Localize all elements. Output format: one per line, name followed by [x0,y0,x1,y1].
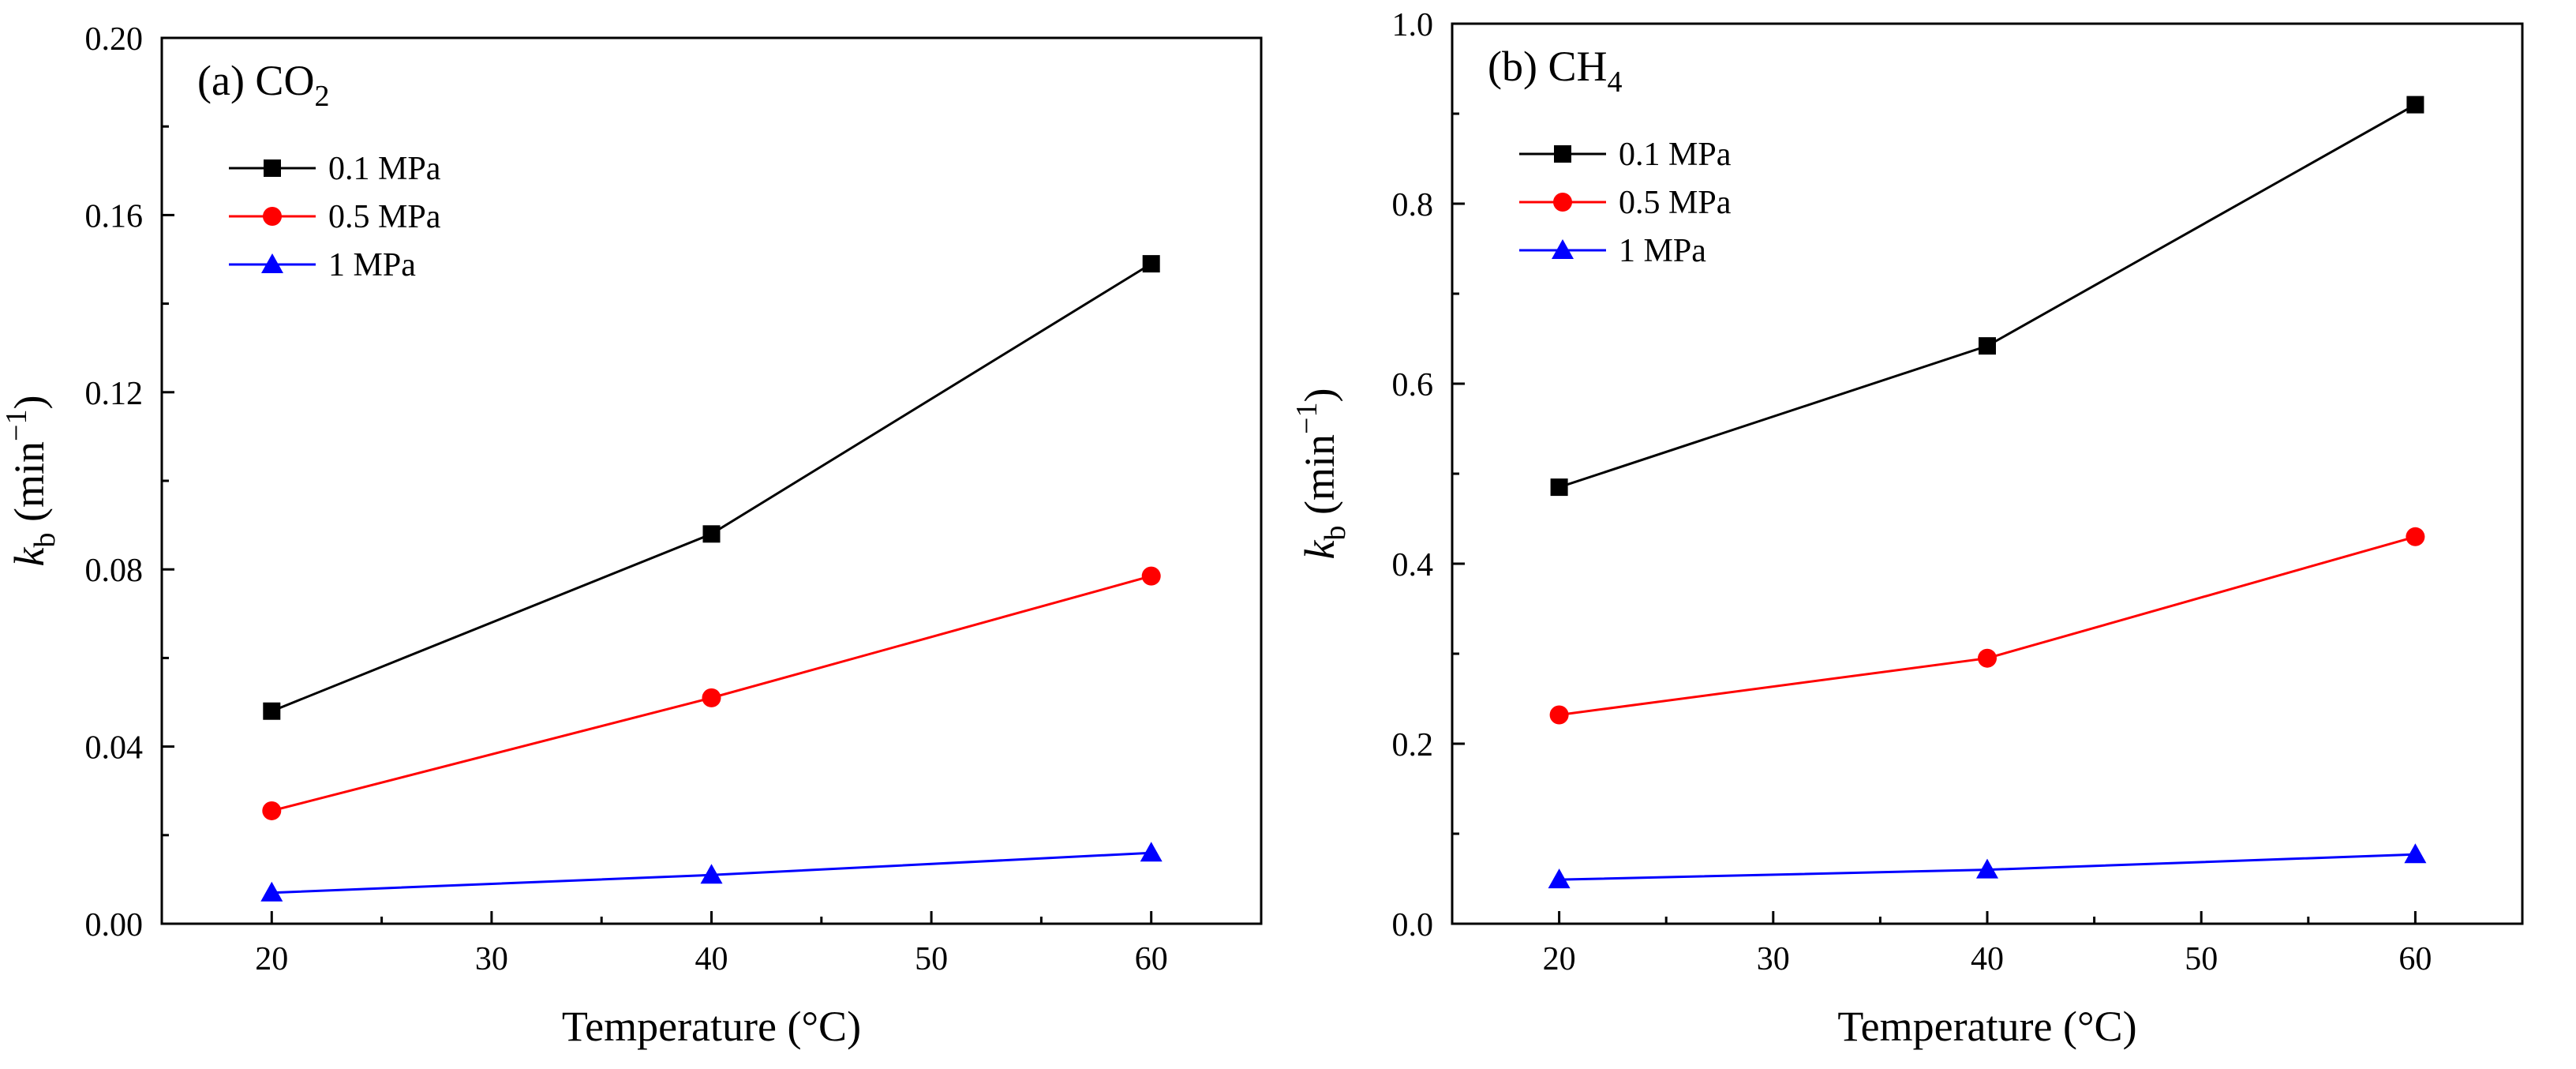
plot-frame [160,36,1263,925]
x-tick-label: 40 [1971,941,2004,977]
legend-label: 1 MPa [1619,233,1706,269]
legend-label: 0.5 MPa [1619,185,1732,221]
series-2 [260,842,1163,902]
data-point [2406,527,2425,546]
panel-label-subscript: 2 [314,80,329,113]
y-axis-title-close: ) [6,396,53,410]
x-tick-label: 20 [255,941,288,977]
panel-label-co2: (a) CO2 [197,57,329,113]
legend-item: 0.5 MPa [229,199,441,235]
y-axis-title-superscript: −1 [0,410,33,441]
x-tick-label: 30 [475,941,508,977]
y-tick-label: 1.0 [1392,7,1434,43]
data-point [263,702,281,720]
series-line [1559,535,2416,717]
legend-item: 0.1 MPa [1519,137,1732,173]
y-axis-title-unit: (min [1296,434,1343,526]
legend-marker [263,207,282,226]
legend-label: 1 MPa [328,247,416,283]
x-tick-label: 50 [915,941,948,977]
data-point [700,864,723,884]
data-point [1978,648,1997,668]
legend-label: 0.5 MPa [328,199,441,235]
data-point [702,688,721,707]
y-tick-label: 0.04 [85,730,144,767]
y-tick-label: 0.00 [85,907,144,943]
x-tick-label: 50 [2185,941,2218,977]
y-tick-label: 0.0 [1392,907,1434,943]
data-point [1549,705,1569,725]
y-axis-title-symbol: k [1296,539,1343,559]
legend-marker [1553,193,1572,212]
series-0 [1550,96,2424,497]
plot-frame [1451,22,2524,925]
y-axis-title: kb (min−1) [0,396,62,567]
legend-marker [261,253,283,273]
legend-item: 1 MPa [229,247,416,283]
panel-label-subscript: 4 [1607,66,1622,99]
data-point [1976,858,1998,879]
legend-marker [264,159,281,177]
series-line [271,262,1152,713]
y-axis-title-close: ) [1296,388,1343,403]
series-1 [1549,527,2425,725]
x-axis-title: Temperature (°C) [562,1003,861,1050]
y-tick-label: 0.12 [85,376,144,412]
legend-label: 0.1 MPa [328,151,441,187]
x-tick-label: 30 [1757,941,1790,977]
y-axis-title-superscript: −1 [1290,403,1324,434]
data-point [262,801,282,820]
panel-label-text: (a) CO [197,57,314,104]
series-1 [262,566,1161,820]
y-tick-label: 0.8 [1392,187,1434,223]
data-point [1142,255,1160,273]
data-point [702,525,721,543]
panel-label-ch4: (b) CH4 [1488,43,1622,99]
panel-label-text: (b) CH [1488,43,1607,90]
series-2 [1548,843,2427,889]
y-tick-label: 0.6 [1392,367,1434,403]
data-point [1141,566,1161,586]
y-axis-title-symbol: k [6,546,53,566]
y-tick-label: 0.2 [1392,727,1434,763]
x-tick-label: 20 [1543,941,1576,977]
legend-item: 0.1 MPa [229,151,441,187]
y-axis-title: kb (min−1) [1290,388,1352,560]
legend-item: 0.5 MPa [1519,185,1732,221]
series-0 [263,255,1160,720]
legend-marker [1554,145,1571,163]
x-tick-label: 40 [695,941,728,977]
y-tick-label: 0.08 [85,553,144,589]
legend-marker [1552,239,1574,259]
legend-item: 1 MPa [1519,233,1706,269]
x-tick-label: 60 [2398,941,2432,977]
y-tick-label: 0.4 [1392,547,1434,583]
data-point [1979,337,1996,355]
data-point [1548,868,1571,889]
legend-label: 0.1 MPa [1619,137,1732,173]
panel-co2: 20 30 40 50 60 0.00 0.04 0.08 0.12 0.16 0.20 Temper… [0,21,1263,1050]
y-axis-title-subscript: b [1319,525,1352,540]
y-tick-label: 0.20 [85,21,144,58]
x-tick-label: 60 [1135,941,1168,977]
y-tick-label: 0.16 [85,198,144,234]
legend: 0.1 MPa 0.5 MPa 1 MPa [229,151,441,283]
data-point [2406,96,2424,114]
x-axis-title: Temperature (°C) [1837,1003,2136,1050]
data-point [1550,478,1568,497]
data-point [2404,843,2427,864]
y-axis-title-subscript: b [28,532,62,547]
legend: 0.1 MPa 0.5 MPa 1 MPa [1519,137,1732,269]
data-point [260,881,283,902]
y-axis-title-unit: (min [6,441,53,533]
panel-ch4: 20 30 40 50 60 0.0 0.2 0.4 0.6 0.8 1.0 Temperature … [1290,7,2524,1050]
data-point [1140,842,1163,862]
